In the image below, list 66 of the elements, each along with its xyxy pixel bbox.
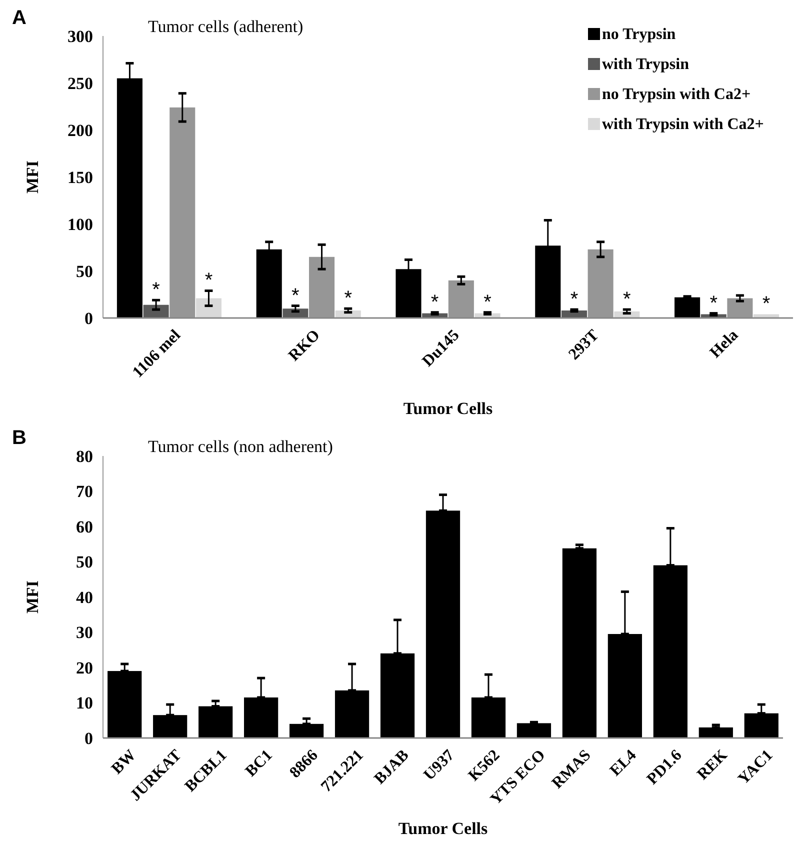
bar (744, 713, 778, 738)
data-label: * (430, 291, 439, 314)
x-tick-label: Hela (706, 326, 742, 362)
bar (170, 107, 196, 318)
y-tick-label: 50 (76, 552, 93, 572)
data-label: * (292, 284, 300, 307)
bar (108, 671, 142, 738)
bar (471, 697, 506, 738)
x-tick-label: EL4 (606, 746, 640, 780)
bar (196, 298, 222, 318)
bar (244, 697, 278, 738)
bar (198, 706, 233, 738)
y-tick-label: 70 (76, 482, 93, 502)
bar (153, 715, 188, 738)
y-tick-label: 10 (76, 694, 93, 713)
bar (674, 297, 700, 318)
x-tick-label: BC1 (242, 746, 276, 780)
chart-title: Tumor cells (adherent) (148, 17, 304, 36)
y-axis-title: MFI (23, 160, 42, 194)
bar (698, 727, 733, 738)
y-axis-title: MFI (23, 580, 42, 614)
bar (448, 280, 474, 318)
y-tick-label: 40 (76, 588, 93, 607)
y-tick-label: 0 (84, 308, 93, 328)
data-label: * (622, 288, 631, 311)
text: A (12, 7, 26, 29)
bar (588, 249, 614, 318)
data-label: * (762, 293, 770, 316)
legend-label: no Trypsin with Ca2+ (602, 86, 751, 103)
legend-label: no Trypsin (602, 26, 676, 43)
legend-label: with Trypsin (602, 56, 690, 73)
y-tick-label: 250 (68, 74, 93, 93)
y-tick-label: 300 (68, 26, 93, 46)
legend-label: with Trypsin with Ca2+ (602, 116, 764, 133)
bar (380, 653, 415, 738)
data-label: * (344, 288, 352, 310)
bar (754, 314, 780, 318)
y-tick-label: 100 (68, 214, 93, 234)
bar (334, 690, 370, 738)
x-axis-title: Tumor Cells (398, 819, 488, 838)
bar (426, 510, 460, 738)
data-label: * (570, 288, 578, 311)
y-tick-label: 50 (76, 262, 93, 281)
y-tick-label: 80 (76, 446, 93, 466)
bar (653, 565, 688, 738)
y-tick-label: 150 (68, 168, 93, 187)
data-label: * (204, 270, 213, 292)
x-axis-title: Tumor Cells (403, 399, 494, 418)
bar (562, 548, 597, 738)
y-tick-label: 200 (68, 120, 93, 140)
bar (727, 298, 753, 318)
bar (289, 724, 324, 738)
text: B (12, 427, 26, 449)
chart-title: Tumor cells (non adherent) (148, 437, 333, 456)
y-tick-label: 0 (84, 728, 93, 748)
bar (143, 304, 169, 318)
bar (309, 256, 335, 318)
data-label: * (710, 292, 718, 314)
bar (608, 634, 642, 738)
y-tick-label: 20 (76, 658, 93, 678)
y-tick-label: 60 (76, 517, 93, 536)
bar (516, 723, 552, 738)
data-label: * (484, 291, 492, 314)
data-label: * (152, 279, 160, 302)
y-tick-label: 30 (76, 623, 93, 642)
bar (282, 308, 308, 318)
